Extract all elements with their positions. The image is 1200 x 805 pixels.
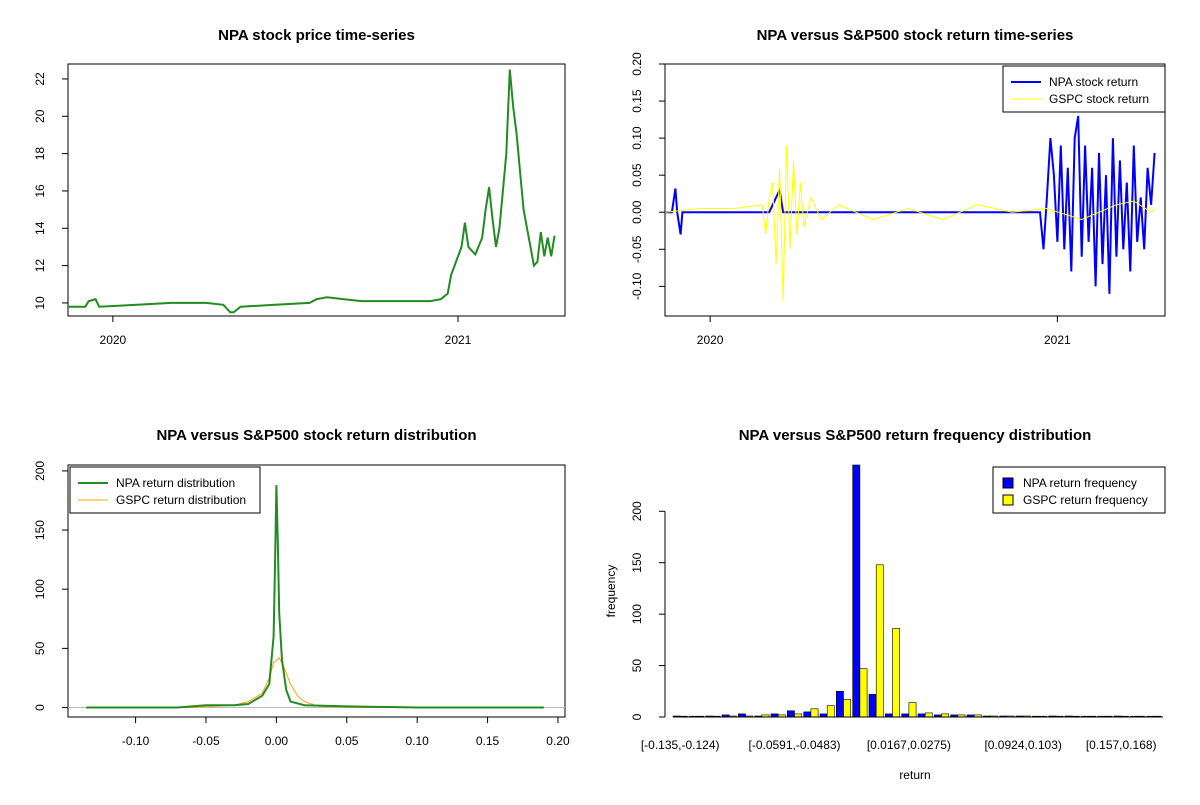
legend-label-frequency: NPA return frequency [1023, 476, 1137, 490]
y-tick-label-price: 22 [33, 72, 47, 86]
series-line-gspc-return [664, 145, 1155, 302]
series-line-gspc-density [86, 657, 544, 708]
x-tick-label-density: 0.05 [335, 734, 359, 748]
legend-box-return-ts [1002, 65, 1166, 113]
bar-npa [786, 710, 795, 718]
plot-frame-density [67, 464, 566, 718]
x-tick-label-density: -0.10 [122, 734, 150, 748]
bar-gspc [826, 705, 835, 718]
y-tick-label-density: 0 [33, 704, 47, 711]
x-tick-label-density: 0.10 [405, 734, 429, 748]
x-tick-label-frequency: [0.0924,0.103) [984, 738, 1061, 752]
x-tick-label-density: 0.20 [546, 734, 570, 748]
legend-label-return-ts: GSPC stock return [1049, 92, 1149, 106]
legend-swatch-frequency [1002, 477, 1014, 489]
x-tick-label-frequency: [0.157,0.168) [1086, 738, 1157, 752]
legend-label-return-ts: NPA stock return [1049, 75, 1138, 89]
x-tick-label-density: -0.05 [192, 734, 220, 748]
chart-title-density: NPA versus S&P500 stock return distribut… [156, 427, 476, 444]
bar-gspc [908, 702, 917, 718]
x-tick-label-price: 2020 [100, 333, 127, 347]
x-axis-title-frequency: return [899, 768, 930, 782]
x-tick-label-density: 0.15 [476, 734, 500, 748]
bar-gspc [843, 699, 851, 718]
x-tick-label-frequency: [-0.0591,-0.0483) [748, 738, 840, 752]
bar-npa [868, 694, 877, 718]
legend-label-density: NPA return distribution [116, 476, 235, 490]
y-tick-label-price: 20 [33, 109, 47, 123]
y-tick-label-return-ts: 0.05 [630, 163, 644, 187]
bar-npa [852, 464, 861, 718]
legend-label-frequency: GSPC return frequency [1023, 493, 1148, 507]
plot-frame-return-ts [664, 63, 1166, 317]
bar-gspc [892, 628, 900, 718]
y-tick-label-density: 100 [33, 579, 47, 599]
y-tick-label-density: 150 [33, 520, 47, 540]
bar-npa [803, 711, 812, 718]
y-tick-label-frequency: 50 [630, 659, 644, 673]
y-tick-label-density: 50 [33, 641, 47, 655]
y-tick-label-frequency: 200 [630, 501, 644, 521]
bar-gspc [924, 712, 933, 718]
legend-box-density [69, 466, 261, 514]
x-tick-label-frequency: [-0.135,-0.124) [641, 738, 720, 752]
x-tick-label-return-ts: 2020 [697, 333, 724, 347]
y-tick-label-price: 16 [33, 184, 47, 198]
series-line-npa-density [86, 485, 544, 709]
y-tick-label-density: 200 [33, 461, 47, 481]
y-tick-label-frequency: 100 [630, 604, 644, 624]
bar-gspc [859, 668, 868, 718]
y-tick-label-return-ts: 0.20 [630, 52, 644, 76]
legend-box-frequency [992, 466, 1166, 514]
series-line-npa-price [68, 69, 556, 314]
y-tick-label-price: 14 [33, 221, 47, 235]
y-tick-label-return-ts: 0.10 [630, 126, 644, 150]
x-tick-label-density: 0.00 [265, 734, 289, 748]
chart-title-return-ts: NPA versus S&P500 stock return time-seri… [757, 27, 1074, 44]
bar-npa [835, 690, 844, 718]
y-axis-title-frequency: frequency [604, 565, 618, 618]
y-tick-label-return-ts: 0.15 [630, 89, 644, 113]
x-tick-label-price: 2021 [445, 333, 472, 347]
y-tick-label-return-ts: -0.05 [630, 235, 644, 263]
legend-swatch-frequency [1002, 494, 1014, 506]
y-tick-label-return-ts: -0.10 [630, 272, 644, 300]
chart-title-frequency: NPA versus S&P500 return frequency distr… [739, 427, 1092, 444]
y-tick-label-frequency: 150 [630, 552, 644, 572]
bar-gspc [810, 708, 819, 718]
chart-title-price: NPA stock price time-series [218, 27, 415, 44]
x-tick-label-frequency: [0.0167,0.0275) [867, 738, 951, 752]
legend-label-density: GSPC return distribution [116, 493, 246, 507]
y-tick-label-price: 12 [33, 259, 47, 273]
x-tick-label-return-ts: 2021 [1044, 333, 1071, 347]
plot-frame-price [67, 63, 566, 317]
y-tick-label-price: 10 [33, 296, 47, 310]
bar-gspc [875, 564, 884, 718]
y-tick-label-frequency: 0 [630, 713, 644, 720]
series-line-npa-return [665, 115, 1156, 294]
y-tick-label-price: 18 [33, 147, 47, 161]
y-tick-label-return-ts: 0.00 [630, 200, 644, 224]
